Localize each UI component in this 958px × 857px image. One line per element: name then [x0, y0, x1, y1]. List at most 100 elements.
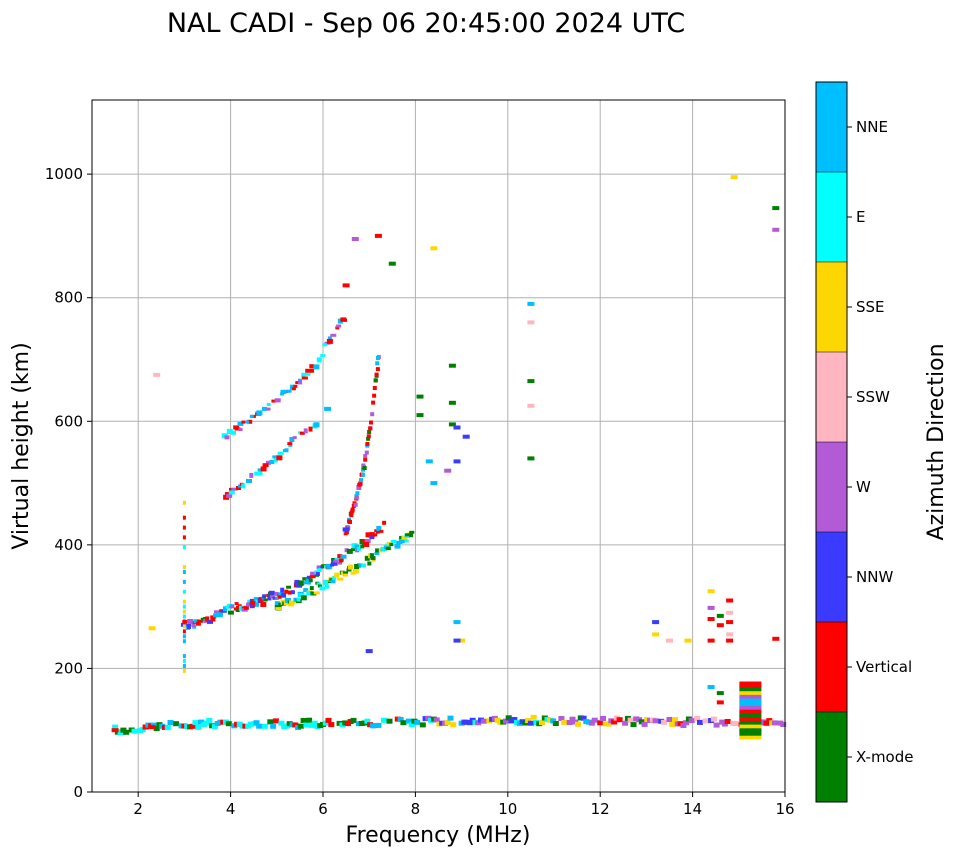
data-point: [325, 717, 332, 723]
data-point: [182, 599, 186, 604]
data-point: [214, 610, 220, 614]
data-point: [313, 364, 320, 370]
data-point: [305, 578, 310, 582]
data-point: [357, 486, 362, 490]
data-point: [669, 721, 676, 727]
chart-title: NAL CADI - Sep 06 20:45:00 2024 UTC: [167, 8, 685, 39]
data-points: [111, 175, 787, 740]
data-point: [284, 589, 289, 594]
y-tick-label: 800: [54, 289, 83, 307]
data-point: [275, 607, 282, 611]
x-tick-label: 8: [411, 800, 421, 818]
data-point: [503, 718, 509, 724]
data-point: [362, 466, 367, 470]
data-point: [350, 717, 357, 723]
y-axis-ticks: 0 200 400 600 800 1000: [45, 165, 92, 801]
data-point: [337, 554, 343, 559]
data-point: [694, 716, 701, 721]
data-point: [527, 720, 534, 726]
data-point: [375, 722, 382, 728]
data-point: [539, 720, 545, 726]
x-axis-label: Frequency (MHz): [346, 823, 531, 848]
data-point: [376, 526, 382, 531]
data-point: [739, 700, 762, 706]
data-point: [448, 422, 456, 427]
data-point: [241, 420, 246, 424]
data-point: [707, 685, 715, 689]
data-point: [267, 719, 274, 725]
data-point: [622, 720, 629, 726]
data-point: [303, 722, 310, 728]
data-point: [389, 543, 394, 546]
data-point: [716, 613, 724, 618]
data-point: [182, 545, 186, 550]
data-point: [369, 553, 374, 559]
data-point: [444, 468, 452, 473]
data-point: [272, 718, 279, 724]
data-point: [351, 237, 359, 241]
data-point: [772, 227, 780, 232]
data-point: [414, 719, 421, 725]
data-point: [739, 703, 762, 710]
data-point: [739, 707, 762, 714]
data-point: [164, 725, 171, 731]
data-point: [739, 722, 762, 729]
data-point: [256, 723, 263, 729]
data-point: [726, 598, 734, 603]
data-point: [688, 718, 695, 724]
colorbar-segment: [816, 82, 847, 172]
data-point: [226, 493, 233, 498]
data-point: [182, 619, 186, 624]
data-point: [388, 261, 396, 266]
data-point: [311, 720, 318, 726]
colorbar-segment: [816, 262, 847, 352]
data-point: [256, 410, 263, 416]
data-point: [733, 721, 739, 727]
data-point: [527, 379, 535, 384]
data-point: [462, 434, 470, 439]
data-point: [306, 717, 313, 723]
data-point: [284, 597, 291, 603]
data-point: [405, 718, 412, 724]
x-tick-label: 12: [591, 800, 610, 818]
data-point: [672, 717, 678, 723]
x-axis-ticks: 2 4 6 8 10 12 14 16: [133, 792, 795, 818]
data-point: [337, 561, 342, 565]
data-point: [187, 624, 191, 629]
data-point: [319, 586, 326, 591]
data-point: [254, 471, 261, 476]
data-point: [707, 638, 715, 643]
y-tick-label: 400: [54, 536, 83, 554]
data-point: [366, 436, 371, 441]
data-point: [287, 590, 292, 595]
data-point: [317, 568, 322, 573]
data-point: [258, 470, 263, 476]
data-point: [371, 400, 376, 405]
data-point: [238, 428, 243, 432]
data-point: [448, 363, 456, 368]
data-point: [227, 610, 234, 615]
data-point: [348, 520, 352, 524]
data-point: [296, 584, 303, 588]
data-point: [616, 717, 623, 723]
data-point: [726, 638, 734, 643]
data-point: [527, 301, 535, 306]
data-point: [348, 564, 353, 570]
data-point: [283, 601, 290, 606]
data-point: [356, 547, 361, 552]
data-point: [652, 718, 659, 724]
plot-area-frame: [91, 99, 786, 793]
data-point: [286, 585, 292, 589]
data-point: [211, 724, 218, 730]
colorbar-tick-label: Vertical: [856, 658, 912, 676]
colorbar-segment: [816, 712, 847, 802]
data-point: [316, 565, 323, 570]
data-point: [511, 717, 518, 722]
data-point: [315, 572, 320, 576]
y-tick-label: 200: [54, 659, 83, 677]
data-point: [638, 719, 645, 725]
data-point: [309, 575, 316, 579]
data-point: [358, 480, 363, 485]
data-point: [370, 556, 376, 561]
data-point: [360, 544, 365, 549]
